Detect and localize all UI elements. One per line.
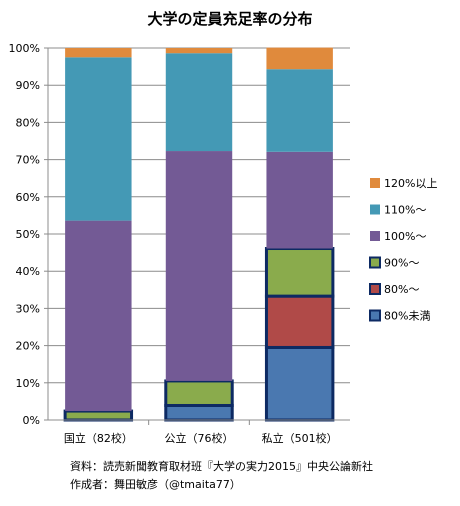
legend-label: 90%〜 — [384, 257, 419, 270]
y-tick-label: 70% — [16, 154, 40, 167]
bar-segment — [266, 47, 333, 70]
bar-segment — [165, 53, 233, 152]
y-tick-label: 10% — [16, 377, 40, 390]
bar-segment — [63, 409, 134, 422]
legend-swatch — [370, 231, 380, 241]
bar-segment — [264, 247, 335, 298]
legend-label: 80%〜 — [384, 283, 419, 296]
bar-segment — [65, 48, 132, 58]
bar-segment — [165, 48, 233, 54]
x-tick-label: 公立（76校） — [165, 431, 234, 445]
bar-segment — [164, 403, 234, 422]
bar-segment — [266, 151, 333, 249]
bar-segment — [65, 57, 132, 221]
bar-segment — [65, 220, 132, 412]
legend-swatch — [370, 204, 380, 215]
y-tick-label: 90% — [16, 79, 40, 92]
x-tick-label: 私立（501校） — [262, 431, 338, 445]
x-tick-label: 国立（82校） — [64, 431, 133, 445]
chart-title: 大学の定員充足率の分布 — [147, 10, 312, 28]
author-note: 作成者：舞田敏彦（@tmaita77） — [70, 477, 241, 491]
y-axis: 0% 10% 20% 30% 40% 50% 60% 70% 80% 90% 100% — [9, 42, 49, 427]
y-tick-label: 0% — [23, 414, 40, 427]
bar-segment — [165, 151, 233, 381]
legend-swatch — [369, 309, 381, 322]
legend: 120%以上 110%〜 100%〜 90%〜 80%〜 80%未満 — [369, 177, 437, 323]
bar-segment — [264, 345, 335, 422]
legend-swatch — [370, 178, 380, 188]
source-note: 資料：読売新聞教育取材班『大学の実力2015』中央公論新社 — [70, 459, 373, 473]
bars — [63, 47, 335, 422]
legend-swatch — [369, 256, 381, 269]
y-tick-label: 100% — [9, 42, 40, 55]
y-tick-label: 60% — [16, 191, 40, 204]
y-tick-label: 40% — [16, 265, 40, 278]
bar-segment — [266, 69, 333, 152]
bar-segment — [264, 294, 335, 349]
y-tick-label: 50% — [16, 228, 40, 241]
y-tick-label: 30% — [16, 302, 40, 315]
legend-label: 80%未満 — [384, 310, 430, 323]
x-axis: 国立（82校） 公立（76校） 私立（501校） — [48, 419, 350, 445]
bar-segment — [164, 379, 234, 407]
legend-label: 100%〜 — [384, 230, 426, 243]
legend-swatch — [369, 283, 381, 295]
legend-label: 110%〜 — [384, 204, 426, 217]
y-tick-label: 20% — [16, 340, 40, 353]
y-tick-label: 80% — [16, 116, 40, 129]
legend-label: 120%以上 — [384, 177, 437, 190]
